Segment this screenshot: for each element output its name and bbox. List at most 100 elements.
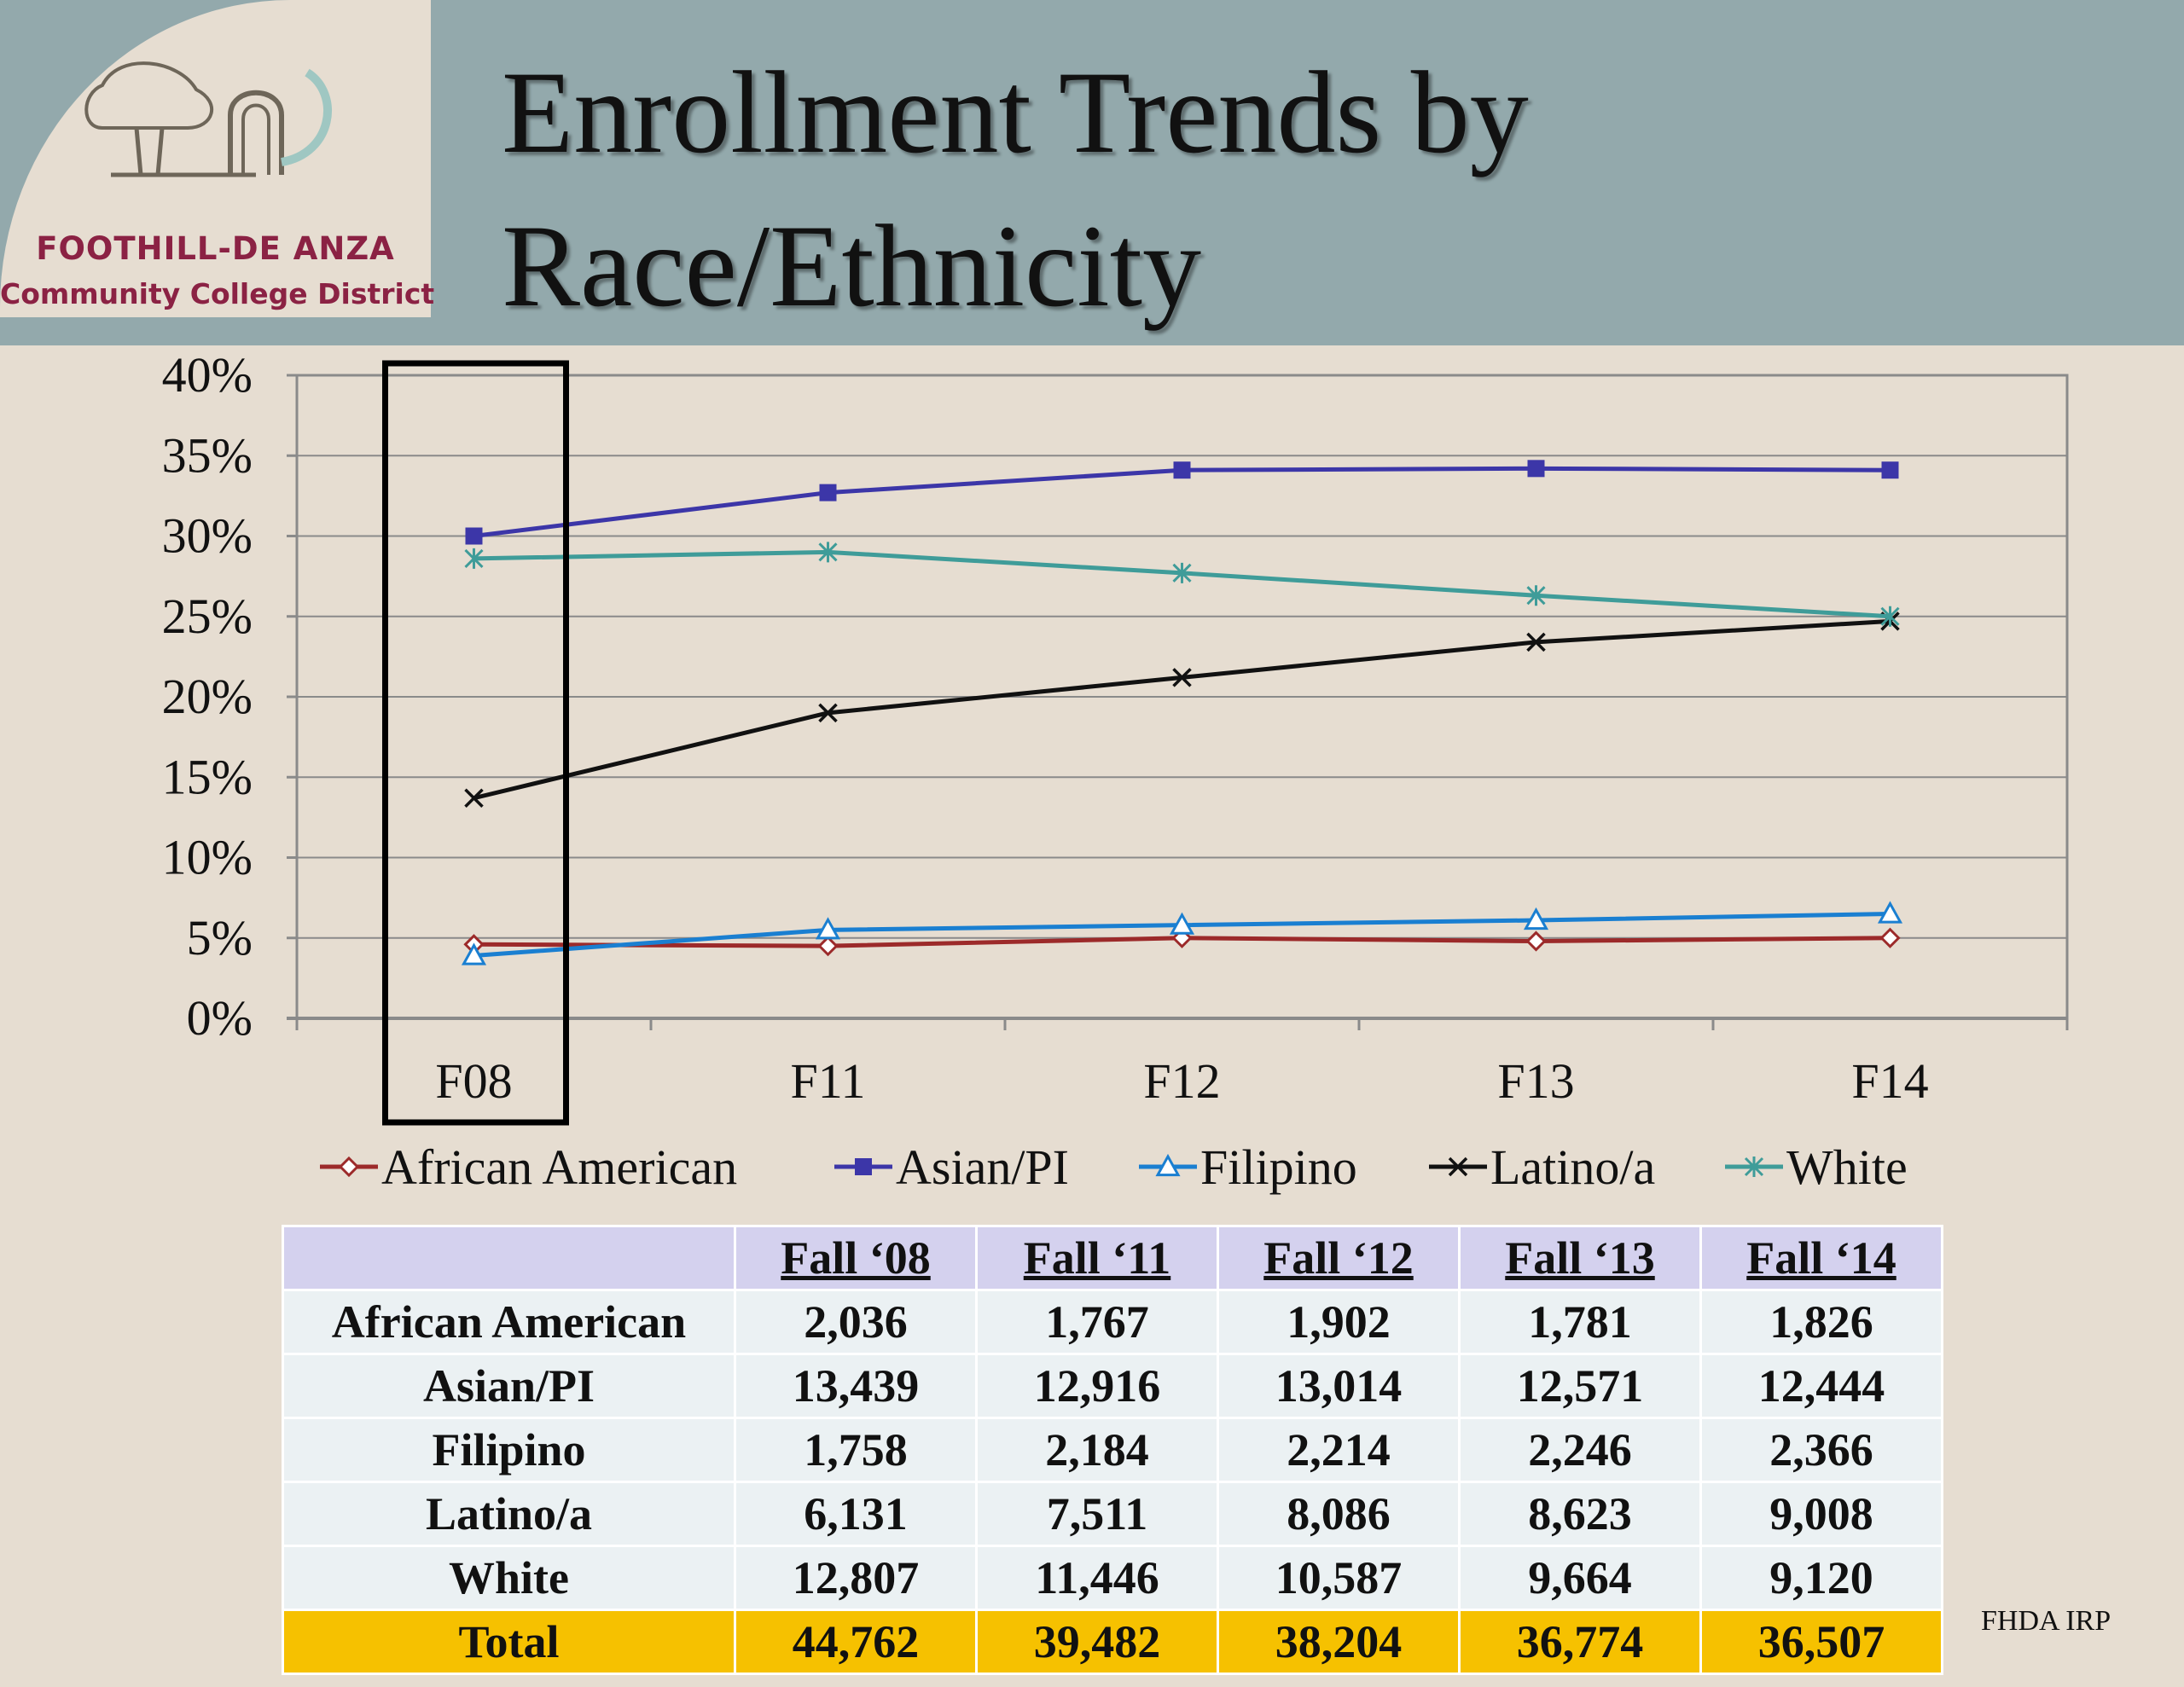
table-cell: 1,781	[1458, 1289, 1702, 1355]
table-cell: 39,482	[975, 1609, 1219, 1675]
legend-item: African American	[320, 1139, 737, 1195]
table-cell: 6,131	[734, 1481, 978, 1547]
table-header-cell: Fall ‘13	[1458, 1225, 1702, 1291]
table-cell: 1,767	[975, 1289, 1219, 1355]
table-header-cell: Fall ‘08	[734, 1225, 978, 1291]
table-cell: 2,246	[1458, 1417, 1702, 1483]
star-marker	[464, 548, 484, 569]
logo-line1: FOOTHILL-DE ANZA	[36, 230, 395, 267]
x-marker	[464, 788, 484, 808]
logo-emblem-icon	[84, 61, 332, 177]
x-marker	[1448, 1157, 1468, 1177]
table-header-cell: Fall ‘12	[1217, 1225, 1461, 1291]
title-line2: Race/Ethnicity	[502, 200, 1202, 331]
triangle-marker	[1169, 912, 1195, 935]
square-marker	[1527, 460, 1545, 478]
star-marker	[1744, 1157, 1764, 1177]
table-cell: 12,807	[734, 1545, 978, 1611]
table-cell: 2,184	[975, 1417, 1219, 1483]
x-tick-label: F14	[1851, 1053, 1928, 1109]
table-row: African American 2,036 1,767 1,902 1,781…	[282, 1289, 1943, 1355]
series-african-american	[463, 927, 1901, 957]
line-chart: 0% 5% 10% 15% 20% 25% 30% 35% 40% F08 F11 F12 F13 F1…	[162, 347, 2069, 1195]
table-row: Asian/PI 13,439 12,916 13,014 12,571 12,…	[282, 1353, 1943, 1419]
table-header-row: Fall ‘08 Fall ‘11 Fall ‘12 Fall ‘13 Fall…	[282, 1225, 1943, 1291]
table-cell: 7,511	[975, 1481, 1219, 1547]
x-tick-label: F13	[1497, 1053, 1574, 1109]
y-tick-label: 35%	[162, 427, 253, 483]
table-cell: 1,758	[734, 1417, 978, 1483]
table-cell: 12,571	[1458, 1353, 1702, 1419]
table-cell: 9,008	[1699, 1481, 1943, 1547]
page-title: Enrollment Trends by Race/Ethnicity	[502, 36, 1529, 343]
table-cell: 12,444	[1699, 1353, 1943, 1419]
chart-series	[461, 460, 1903, 965]
table-cell: 9,120	[1699, 1545, 1943, 1611]
table-cell: 8,086	[1217, 1481, 1461, 1547]
series-asian-pi	[465, 460, 1899, 545]
table-cell: 1,826	[1699, 1289, 1943, 1355]
x-axis-labels: F08 F11 F12 F13 F14	[435, 1053, 1928, 1109]
logo-line2: Community College District	[0, 277, 435, 310]
triangle-marker	[1877, 901, 1903, 924]
legend-label: White	[1786, 1139, 1908, 1195]
star-marker	[1880, 606, 1900, 627]
triangle-marker	[461, 942, 487, 965]
table-cell: 13,439	[734, 1353, 978, 1419]
series-white	[464, 542, 1900, 627]
table-cell: 12,916	[975, 1353, 1219, 1419]
series-filipino	[461, 901, 1903, 965]
table-cell: 1,902	[1217, 1289, 1461, 1355]
diamond-marker	[338, 1156, 360, 1178]
table-cell: 13,014	[1217, 1353, 1461, 1419]
series-line	[473, 549, 1891, 619]
legend-item: White	[1725, 1139, 1908, 1195]
y-tick-label: 5%	[187, 910, 253, 965]
highlight-box	[382, 360, 569, 1126]
x-marker	[1172, 668, 1192, 687]
triangle-marker	[1155, 1153, 1181, 1177]
table-cell: Total	[282, 1609, 736, 1675]
triangle-marker	[1523, 907, 1549, 930]
star-marker	[1526, 585, 1546, 606]
y-tick-label: 20%	[162, 669, 253, 724]
table-row: White 12,807 11,446 10,587 9,664 9,120	[282, 1545, 1943, 1611]
y-tick-label: 0%	[187, 990, 253, 1046]
legend-item: Asian/PI	[834, 1139, 1069, 1195]
square-marker	[819, 484, 837, 501]
chart-grid	[287, 374, 2069, 1030]
diamond-marker	[817, 936, 839, 957]
table-row: Latino/a 6,131 7,511 8,086 8,623 9,008	[282, 1481, 1943, 1547]
star-marker	[818, 542, 838, 563]
y-axis-labels: 0% 5% 10% 15% 20% 25% 30% 35% 40%	[162, 347, 253, 1046]
table-cell: 2,036	[734, 1289, 978, 1355]
table-header-cell: Fall ‘14	[1699, 1225, 1943, 1291]
square-marker	[855, 1158, 872, 1175]
square-marker	[465, 527, 483, 545]
x-marker	[1526, 632, 1546, 652]
square-marker	[1173, 461, 1191, 479]
legend-label: African American	[381, 1139, 737, 1195]
table-cell: 36,774	[1458, 1609, 1702, 1675]
table-header-cell: Fall ‘11	[975, 1225, 1219, 1291]
legend-item: Filipino	[1139, 1139, 1357, 1195]
square-marker	[1881, 461, 1899, 479]
y-tick-label: 10%	[162, 830, 253, 885]
table-cell: 44,762	[734, 1609, 978, 1675]
table-cell: 38,204	[1217, 1609, 1461, 1675]
y-tick-label: 40%	[162, 347, 253, 403]
star-marker	[1172, 562, 1192, 583]
legend-item: Latino/a	[1429, 1139, 1655, 1195]
table-cell: 2,366	[1699, 1417, 1943, 1483]
legend-label: Filipino	[1200, 1139, 1357, 1195]
table-cell: 36,507	[1699, 1609, 1943, 1675]
table-cell: 11,446	[975, 1545, 1219, 1611]
enrollment-table: Fall ‘08 Fall ‘11 Fall ‘12 Fall ‘13 Fall…	[282, 1225, 1943, 1675]
table-cell: Asian/PI	[282, 1353, 736, 1419]
table-cell: 2,214	[1217, 1417, 1461, 1483]
highlight-box-rect	[382, 360, 569, 1126]
source-credit: FHDA IRP	[1981, 1605, 2111, 1637]
title-line1: Enrollment Trends by	[502, 47, 1529, 177]
table-cell: 9,664	[1458, 1545, 1702, 1611]
x-marker	[818, 703, 838, 723]
